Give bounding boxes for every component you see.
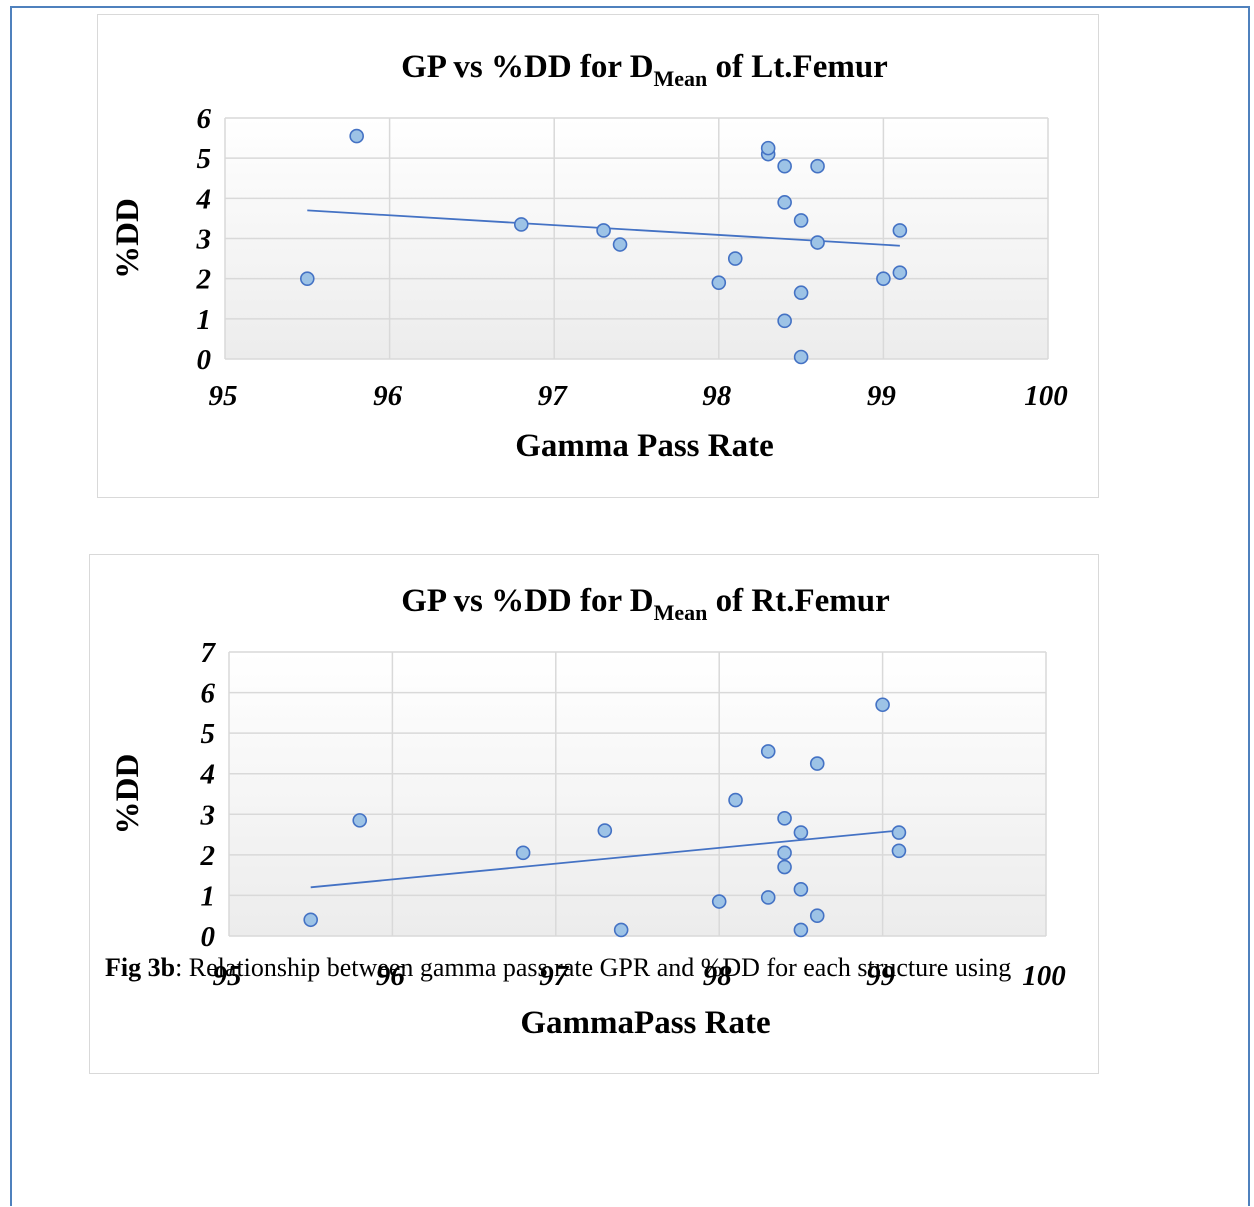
data-point [793,213,809,228]
x-tick-label: 97 [538,380,569,412]
data-point [892,223,908,238]
chart-title-tail: of Lt.Femur [707,49,888,85]
y-tick-label: 6 [197,103,212,135]
y-tick-label: 6 [201,678,216,710]
chart-rt-femur: GP vs %DD for DMean of Rt.Femur 0 1 2 3 4 5 6 7 9… [89,554,1099,1074]
data-point [303,912,318,928]
y-tick-label: 5 [197,143,212,175]
chart-lt-femur: GP vs %DD for DMean of Lt.Femur 0 1 2 3 4 5 6 95… [97,14,1099,498]
data-point [711,894,727,909]
data-point [777,859,792,875]
data-point [809,908,825,924]
data-point [891,843,907,859]
data-point [760,890,776,905]
figure-frame [10,6,1250,1206]
figure-caption: Fig 3b: Relationship between gamma pass … [105,953,1011,983]
y-tick-label: 4 [196,183,212,215]
data-point [597,823,613,838]
data-point [810,158,825,174]
plot-area [229,652,1046,936]
y-tick-label: 2 [196,264,212,296]
chart-title-main: GP vs %DD for D [401,583,653,619]
data-point [891,825,907,840]
chart-rt-femur-svg: GP vs %DD for DMean of Rt.Femur 0 1 2 3 4 5 6 7 9… [110,583,1066,1041]
data-point [612,237,628,252]
data-point [613,922,629,938]
data-point [760,140,776,156]
y-tick-label: 7 [201,637,217,669]
data-point [352,813,368,828]
data-point [793,922,809,938]
data-point [777,845,792,861]
x-tick-label: 96 [376,960,406,992]
x-tick-label: 98 [703,960,733,992]
x-axis-label: Gamma Pass Rate [515,428,773,464]
x-tick-label: 100 [1024,380,1068,412]
y-axis-label: %DD [110,754,146,835]
data-point [875,697,890,713]
trendline [310,829,900,889]
data-point [793,825,809,840]
data-point [777,811,792,826]
data-point [793,882,809,897]
caption-label: Fig 3b [105,953,176,982]
x-tick-label: 96 [373,380,403,412]
data-point [349,128,364,144]
y-tick-label: 1 [201,880,216,912]
y-tick-label: 0 [197,344,212,376]
x-axis-label: GammaPass Rate [520,1005,770,1041]
y-tick-label: 0 [201,921,216,953]
data-point [793,285,809,301]
chart-title-tail: of Rt.Femur [707,583,889,619]
data-point [711,275,727,290]
x-tick-label: 95 [213,960,242,992]
x-tick-label: 97 [539,960,570,992]
data-point [760,744,776,759]
y-axis-label: %DD [110,198,146,279]
y-tick-label: 5 [201,718,216,750]
data-point [809,756,825,771]
chart-title-subscript: Mean [654,600,708,625]
x-tick-label: 98 [702,380,732,412]
chart-title-subscript: Mean [654,66,708,91]
caption-text: : Relationship between gamma pass rate G… [175,953,1012,982]
chart-lt-femur-svg: GP vs %DD for DMean of Lt.Femur 0 1 2 3 4 5 6 95… [110,49,1068,464]
data-point [727,251,743,266]
chart-title-main: GP vs %DD for D [401,49,653,85]
y-tick-label: 4 [200,759,216,791]
data-point [728,792,743,808]
y-tick-label: 2 [200,840,216,872]
data-point [596,223,611,238]
data-point [892,265,908,280]
chart-title: GP vs %DD for DMean of Rt.Femur [401,583,890,625]
data-point [300,271,315,286]
x-tick-label: 99 [866,960,895,992]
x-tick-label: 99 [867,380,896,412]
data-point [777,313,792,329]
data-point [777,158,792,174]
chart-title: GP vs %DD for DMean of Lt.Femur [401,49,888,91]
x-tick-label: 100 [1022,960,1066,992]
y-tick-label: 3 [200,799,216,831]
x-tick-label: 95 [209,380,238,412]
data-point [515,845,531,861]
data-point [810,235,825,250]
y-tick-label: 1 [197,304,212,336]
data-point [876,271,891,286]
data-point [513,217,529,232]
data-point [793,349,809,365]
y-tick-label: 3 [196,224,212,256]
data-point [777,195,792,210]
